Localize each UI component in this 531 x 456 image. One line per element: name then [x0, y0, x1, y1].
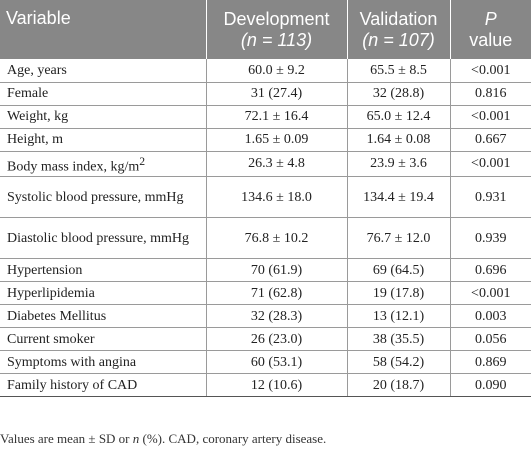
table-footnote: Values are mean ± SD or n (%). CAD, coro…	[0, 431, 531, 447]
cell-development: 1.65 ± 0.09	[206, 128, 348, 152]
cell-p-value: 0.056	[450, 327, 531, 352]
table-row: Height, m 1.65 ± 0.09 1.64 ± 0.08 0.667	[0, 128, 531, 152]
cell-validation: 23.9 ± 3.6	[347, 151, 451, 178]
header-development-n-symbol: n	[246, 29, 257, 50]
cell-variable: Hyperlipidemia	[0, 281, 207, 306]
table-row: Diabetes Mellitus 32 (28.3) 13 (12.1) 0.…	[0, 304, 531, 329]
cell-development: 12 (10.6)	[206, 373, 348, 398]
cell-variable: Symptoms with angina	[0, 350, 207, 375]
cell-development: 26.3 ± 4.8	[206, 151, 348, 178]
cell-validation: 38 (35.5)	[347, 327, 451, 352]
header-development-label: Development	[223, 8, 330, 29]
cell-p-value: 0.939	[450, 217, 531, 260]
cell-p-value: 0.696	[450, 258, 531, 283]
cell-validation: 65.0 ± 12.4	[347, 105, 451, 129]
table-row: Current smoker 26 (23.0) 38 (35.5) 0.056	[0, 327, 531, 352]
table-row: Diastolic blood pressure, mmHg 76.8 ± 10…	[0, 217, 531, 260]
header-p-symbol: P	[484, 8, 497, 29]
cell-validation: 32 (28.8)	[347, 82, 451, 106]
cell-p-value: <0.001	[450, 105, 531, 129]
header-validation-n-symbol: n	[368, 29, 379, 50]
header-p-value: P value	[450, 0, 531, 59]
cell-variable-text: Body mass index, kg/m	[7, 159, 140, 175]
cell-p-value: 0.667	[450, 128, 531, 152]
cell-variable-superscript: 2	[139, 154, 146, 168]
table-header-row: Variable Development (n = 113) Validatio…	[0, 0, 531, 59]
cell-development: 76.8 ± 10.2	[206, 217, 348, 260]
table-row: Body mass index, kg/m2 26.3 ± 4.8 23.9 ±…	[0, 151, 531, 178]
cell-variable: Diastolic blood pressure, mmHg	[0, 217, 207, 260]
table-row: Hypertension 70 (61.9) 69 (64.5) 0.696	[0, 258, 531, 283]
header-p-word: value	[469, 29, 513, 50]
cell-development: 32 (28.3)	[206, 304, 348, 329]
header-variable: Variable	[0, 0, 207, 59]
table-row: Family history of CAD 12 (10.6) 20 (18.7…	[0, 373, 531, 398]
header-development-n: (n = 113)	[240, 29, 313, 50]
cell-validation: 58 (54.2)	[347, 350, 451, 375]
cell-variable: Hypertension	[0, 258, 207, 283]
cell-validation: 13 (12.1)	[347, 304, 451, 329]
cell-variable: Current smoker	[0, 327, 207, 352]
footnote-text-1: Values are mean ± SD or	[0, 431, 133, 446]
table-row: Female 31 (27.4) 32 (28.8) 0.816	[0, 82, 531, 106]
cell-development: 72.1 ± 16.4	[206, 105, 348, 129]
cell-development: 134.6 ± 18.0	[206, 176, 348, 219]
table-row: Symptoms with angina 60 (53.1) 58 (54.2)…	[0, 350, 531, 375]
header-development: Development (n = 113)	[206, 0, 348, 59]
table-row: Systolic blood pressure, mmHg 134.6 ± 18…	[0, 176, 531, 219]
header-validation-n: (n = 107)	[362, 29, 435, 50]
table-row: Hyperlipidemia 71 (62.8) 19 (17.8) <0.00…	[0, 281, 531, 306]
header-development-n-value: = 113)	[256, 29, 313, 50]
cell-p-value: <0.001	[450, 281, 531, 306]
cell-variable: Female	[0, 82, 207, 106]
header-validation-label: Validation	[359, 8, 438, 29]
cell-p-value: 0.869	[450, 350, 531, 375]
cell-validation: 65.5 ± 8.5	[347, 59, 451, 83]
table-row: Weight, kg 72.1 ± 16.4 65.0 ± 12.4 <0.00…	[0, 105, 531, 129]
cell-p-value: <0.001	[450, 59, 531, 83]
cell-development: 60 (53.1)	[206, 350, 348, 375]
cell-variable: Systolic blood pressure, mmHg	[0, 176, 207, 219]
footnote-text-2: (%). CAD, coronary artery disease.	[139, 431, 327, 446]
footnote-n-symbol: n	[132, 431, 140, 446]
cell-variable: Body mass index, kg/m2	[0, 151, 207, 178]
baseline-characteristics-table: Variable Development (n = 113) Validatio…	[0, 0, 531, 398]
cell-p-value: 0.090	[450, 373, 531, 398]
cell-variable: Height, m	[0, 128, 207, 152]
cell-variable: Age, years	[0, 59, 207, 83]
cell-variable: Diabetes Mellitus	[0, 304, 207, 329]
cell-p-value: 0.931	[450, 176, 531, 219]
cell-validation: 69 (64.5)	[347, 258, 451, 283]
cell-development: 71 (62.8)	[206, 281, 348, 306]
cell-validation: 1.64 ± 0.08	[347, 128, 451, 152]
cell-development: 31 (27.4)	[206, 82, 348, 106]
cell-validation: 20 (18.7)	[347, 373, 451, 398]
table-row: Age, years 60.0 ± 9.2 65.5 ± 8.5 <0.001	[0, 59, 531, 83]
header-validation: Validation (n = 107)	[347, 0, 451, 59]
cell-validation: 76.7 ± 12.0	[347, 217, 451, 260]
cell-variable: Weight, kg	[0, 105, 207, 129]
cell-development: 70 (61.9)	[206, 258, 348, 283]
cell-p-value: <0.001	[450, 151, 531, 178]
header-validation-n-value: = 107)	[378, 29, 435, 50]
cell-validation: 134.4 ± 19.4	[347, 176, 451, 219]
cell-variable: Family history of CAD	[0, 373, 207, 398]
cell-p-value: 0.816	[450, 82, 531, 106]
cell-development: 60.0 ± 9.2	[206, 59, 348, 83]
cell-development: 26 (23.0)	[206, 327, 348, 352]
cell-validation: 19 (17.8)	[347, 281, 451, 306]
cell-p-value: 0.003	[450, 304, 531, 329]
table-body: Age, years 60.0 ± 9.2 65.5 ± 8.5 <0.001 …	[0, 59, 531, 398]
